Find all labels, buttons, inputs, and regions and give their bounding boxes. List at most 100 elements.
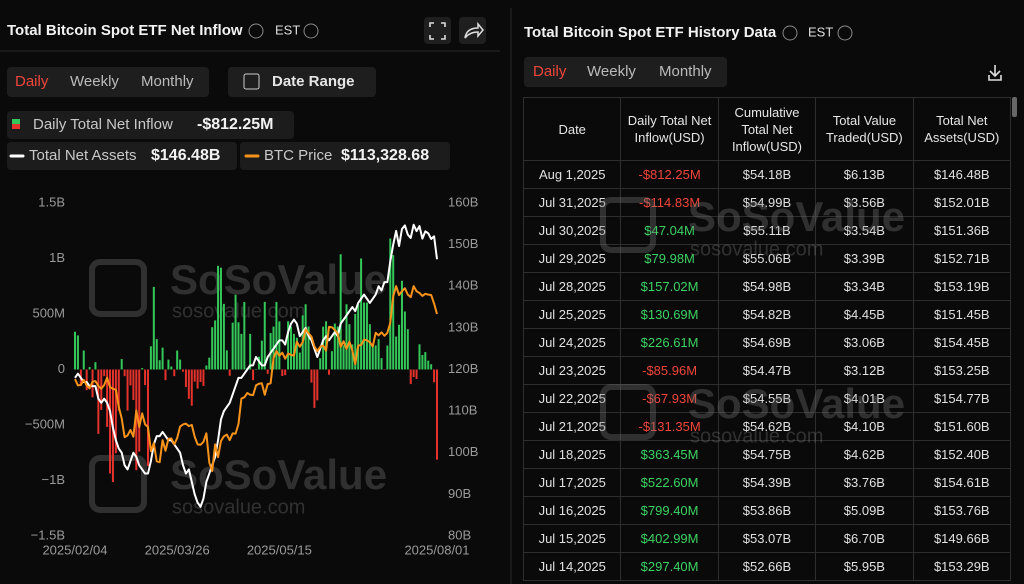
table-cell: $54.99B (717, 188, 817, 217)
watermark-text: SoSoValue (170, 451, 387, 498)
bar (421, 354, 424, 370)
bar (146, 369, 149, 467)
bar (211, 327, 214, 370)
bar (406, 329, 409, 370)
table-cell: $54.55B (717, 384, 817, 413)
x-tick-label: 2025/08/01 (404, 542, 469, 557)
table-cell: $4.01B (815, 384, 914, 413)
tab[interactable]: Monthly (659, 63, 712, 80)
download-icon[interactable] (988, 65, 1002, 81)
table-cell: $5.95B (815, 552, 914, 581)
bar (76, 335, 79, 370)
table-cell: $153.29B (912, 552, 1011, 581)
bar (304, 304, 307, 370)
tab[interactable]: Daily (15, 73, 49, 90)
bar (424, 352, 427, 370)
bar (123, 369, 126, 377)
bar (392, 255, 395, 370)
table-row: Jul 30,2025 $47.04M $55.11B $3.54B $151.36B (523, 216, 1011, 245)
date-range-label: Date Range (272, 73, 355, 90)
bar (427, 360, 430, 370)
tab[interactable]: Monthly (141, 73, 194, 90)
y2-tick-label: 140B (448, 278, 478, 293)
table-cell: -$85.96M (620, 356, 719, 385)
bar (310, 369, 313, 383)
line (74, 223, 438, 508)
legend-label: Total Net Assets (29, 147, 137, 164)
y2-tick-label: 100B (448, 444, 478, 459)
y-tick-label: 1.5B (38, 194, 65, 209)
bar (389, 238, 392, 370)
table-cell: Jul 28,2025 (523, 272, 622, 301)
legend-item[interactable] (7, 111, 294, 139)
table-cell: -$114.83M (620, 188, 719, 217)
bar (222, 303, 225, 370)
table-cell: $53.86B (717, 496, 817, 525)
table-row: Jul 22,2025 -$67.93M $54.55B $4.01B $154.77B (523, 384, 1011, 413)
bar (371, 344, 374, 370)
table-cell: Jul 21,2025 (523, 412, 622, 441)
tab[interactable]: Weekly (587, 63, 636, 80)
bar (155, 339, 158, 370)
bar (403, 311, 406, 370)
bar (345, 304, 348, 370)
history-table: Date Daily Total Net Inflow(USD) Cumulativ… (523, 97, 1011, 581)
tab[interactable]: Weekly (70, 73, 119, 90)
table-cell: $151.36B (912, 216, 1011, 245)
bar (409, 369, 412, 385)
bar (114, 369, 117, 454)
bar (418, 344, 421, 370)
legend-item[interactable] (240, 142, 450, 170)
line (74, 285, 438, 473)
legend-swatch (12, 124, 20, 129)
bar (333, 323, 336, 370)
bar (82, 350, 85, 370)
bar (94, 362, 97, 370)
legend-item[interactable] (7, 142, 237, 170)
watermark-url: sosovalue.com (172, 300, 305, 322)
table-cell: $226.61M (620, 328, 719, 357)
bar (316, 369, 319, 401)
table-cell: $152.01B (912, 188, 1011, 217)
fullscreen-button[interactable] (424, 17, 451, 44)
fullscreen-icon (429, 22, 446, 40)
table-row: Jul 23,2025 -$85.96M $54.47B $3.12B $153.25B (523, 356, 1011, 385)
info-icon[interactable] (837, 25, 853, 41)
table-cell: $54.98B (717, 272, 817, 301)
table-row: Jul 18,2025 $363.45M $54.75B $4.62B $152.40B (523, 440, 1011, 469)
table-row: Jul 14,2025 $297.40M $52.66B $5.95B $153.29B (523, 552, 1011, 581)
bar (298, 352, 301, 370)
table-row: Jul 17,2025 $522.60M $54.39B $3.76B $154.61B (523, 468, 1011, 497)
bar (287, 321, 290, 370)
info-icon[interactable] (303, 23, 319, 39)
scrollbar[interactable] (1012, 97, 1017, 117)
table-cell: -$131.35M (620, 412, 719, 441)
table-cell: Jul 17,2025 (523, 468, 622, 497)
bar (167, 359, 170, 370)
info-icon[interactable] (782, 25, 798, 41)
table-cell: $154.45B (912, 328, 1011, 357)
header-row: Date Daily Total Net Inflow(USD) Cumulativ… (523, 97, 1011, 161)
info-icon[interactable] (248, 23, 264, 39)
table-cell: $151.60B (912, 412, 1011, 441)
bar (257, 356, 260, 370)
table-cell: $363.45M (620, 440, 719, 469)
date-range-button[interactable] (228, 67, 376, 97)
bar (380, 358, 383, 370)
table-row: Jul 16,2025 $799.40M $53.86B $5.09B $153.76B (523, 496, 1011, 525)
bar (383, 369, 386, 371)
table-row: Jul 29,2025 $79.98M $55.06B $3.39B $152.71B (523, 244, 1011, 273)
bar (219, 267, 222, 370)
bar (360, 258, 363, 370)
bar (158, 360, 161, 370)
table-cell: $152.40B (912, 440, 1011, 469)
table-cell: $5.09B (815, 496, 914, 525)
tab[interactable]: Daily (533, 63, 567, 80)
bar (365, 302, 368, 370)
watermark: SoSoValue sosovalue.com SoSoValue sosova… (89, 256, 387, 518)
table-cell: $79.98M (620, 244, 719, 273)
table-cell: $146.48B (912, 160, 1011, 189)
bar (386, 345, 389, 370)
bar (260, 340, 263, 370)
bar (252, 369, 255, 381)
